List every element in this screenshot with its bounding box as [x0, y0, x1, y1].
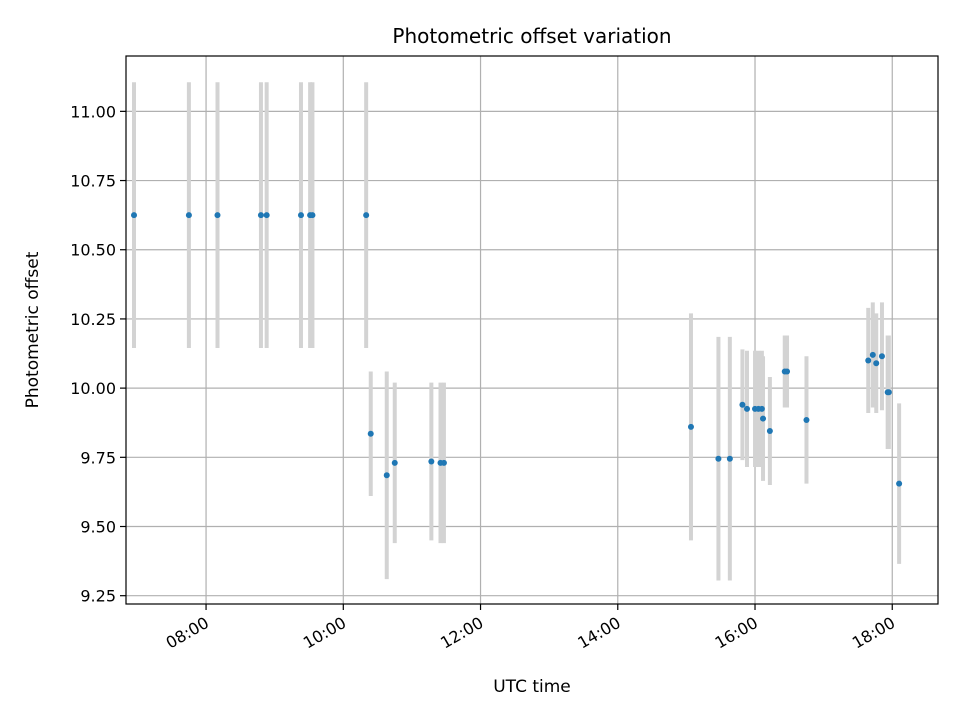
data-point [440, 459, 447, 466]
data-point [766, 428, 773, 435]
data-point [803, 416, 810, 423]
y-tick-label: 10.50 [70, 241, 116, 260]
y-tick-label: 9.50 [80, 518, 116, 537]
data-point [263, 212, 270, 219]
y-tick-label: 10.75 [70, 172, 116, 191]
data-point [744, 405, 751, 412]
data-point [297, 212, 304, 219]
y-axis-title: Photometric offset [23, 251, 43, 408]
data-point [428, 458, 435, 465]
x-axis-title: UTC time [493, 677, 571, 697]
data-point [760, 415, 767, 422]
data-point [257, 212, 264, 219]
chart-title: Photometric offset variation [392, 24, 671, 48]
data-point [131, 212, 138, 219]
data-point [873, 360, 880, 367]
data-point [715, 455, 722, 462]
data-point [383, 472, 390, 479]
data-point [214, 212, 221, 219]
data-point [726, 455, 733, 462]
plot-frame [125, 55, 939, 605]
data-point [391, 459, 398, 466]
data-point [687, 423, 694, 430]
y-tick-label: 10.25 [70, 310, 116, 329]
data-point [878, 353, 885, 360]
y-tick-label: 9.75 [80, 448, 116, 467]
data-point [885, 389, 892, 396]
grid-lines [126, 56, 938, 604]
data-point [869, 351, 876, 358]
y-tick-label: 9.25 [80, 587, 116, 606]
y-tick-label: 11.00 [70, 102, 116, 121]
data-point [367, 430, 374, 437]
data-point [865, 357, 872, 364]
data-points [131, 212, 903, 487]
data-point [758, 405, 765, 412]
y-tick-label: 10.00 [70, 379, 116, 398]
data-point [363, 212, 370, 219]
data-point [784, 368, 791, 375]
data-point [896, 480, 903, 487]
data-point [739, 401, 746, 408]
data-point [185, 212, 192, 219]
data-point [309, 212, 316, 219]
